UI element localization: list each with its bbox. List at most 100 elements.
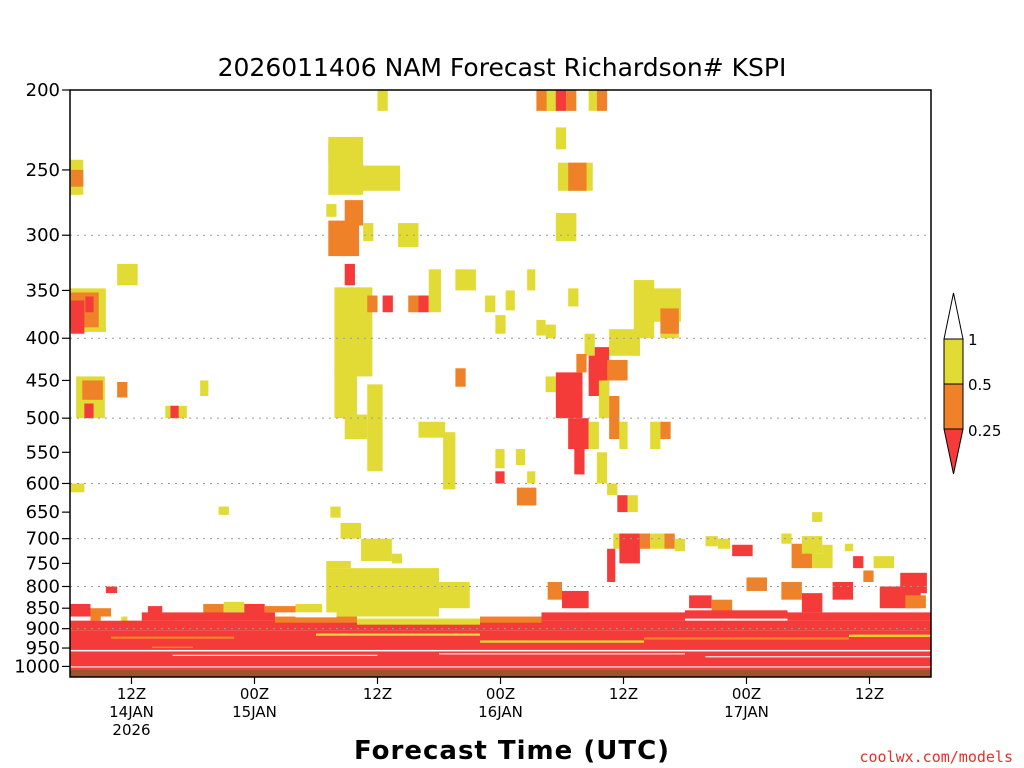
ri-cell-yellow — [650, 533, 665, 549]
ri-gap — [439, 653, 685, 655]
ri-cell-yellow — [316, 633, 480, 636]
ri-cell-red — [541, 612, 685, 621]
ri-cell-orange — [863, 570, 874, 582]
ri-cell-red — [607, 548, 616, 582]
ri-cell-red — [588, 362, 608, 381]
y-tick-label: 950 — [26, 638, 60, 659]
ri-cell-yellow — [607, 483, 618, 496]
ri-cell-yellow — [650, 421, 661, 450]
x-tick-label: 00Z — [486, 685, 515, 703]
ri-cell-orange — [408, 295, 419, 313]
ri-gap — [70, 649, 931, 652]
ri-cell-orange — [905, 595, 926, 609]
ri-cell-yellow — [326, 568, 439, 617]
ri-gap — [70, 666, 931, 668]
ri-cell-yellow — [515, 449, 526, 466]
ri-cell-red — [574, 449, 585, 475]
y-tick-label: 250 — [26, 160, 60, 181]
ri-cell-orange — [576, 354, 587, 373]
ri-gap — [172, 654, 378, 656]
ri-cell-red — [801, 593, 823, 613]
y-tick-label: 550 — [26, 442, 60, 463]
ri-cell-yellow — [527, 269, 536, 291]
ri-cell-orange — [607, 359, 628, 381]
ri-cell-yellow — [545, 324, 556, 339]
ri-cell-orange — [566, 90, 577, 111]
ri-cell-yellow — [545, 376, 556, 393]
ri-cell-orange — [664, 533, 675, 549]
pressure-gridlines — [70, 234, 931, 630]
x-tick-label: 16JAN — [478, 703, 523, 721]
ri-cell-yellow — [822, 544, 833, 557]
legend-tick-label: 0.25 — [968, 422, 1001, 440]
ri-cell-red — [147, 606, 163, 617]
ri-cell-yellow — [629, 338, 640, 356]
y-tick-label: 1000 — [14, 656, 60, 677]
colorbar-legend: 1 0.5 0.25 — [943, 292, 1001, 475]
legend-arrow-bottom — [943, 428, 964, 475]
ri-cell-red — [105, 586, 118, 594]
ri-cell-orange — [111, 636, 234, 639]
ri-cell-red — [787, 612, 931, 621]
ri-cell-red — [418, 295, 429, 313]
x-tick-label: 12Z — [855, 685, 884, 703]
ri-cell-red — [732, 544, 753, 557]
ri-cell-orange — [328, 220, 360, 257]
ri-cell-yellow — [391, 553, 403, 564]
ri-cell-red — [689, 595, 712, 609]
credit-text: coolwx.com/models — [859, 748, 1013, 766]
ri-cell-orange — [455, 368, 466, 387]
ri-cell-yellow — [295, 603, 323, 613]
ri-cell-red — [84, 403, 94, 419]
ri-cell-orange — [480, 616, 542, 623]
ri-cell-yellow — [361, 538, 392, 561]
ri-cell-red — [562, 590, 589, 609]
ri-cell-orange — [644, 637, 849, 640]
ri-cell-yellow — [495, 315, 506, 334]
ri-cell-yellow — [334, 372, 357, 419]
chart-title: 2026011406 NAM Forecast Richardson# KSPI — [218, 53, 787, 82]
y-tick-label: 350 — [26, 280, 60, 301]
ri-cell-orange — [264, 606, 296, 613]
ri-cell-yellow — [584, 333, 595, 356]
ri-gap — [295, 612, 337, 618]
ri-cell-orange — [275, 616, 357, 623]
ri-cell-red — [85, 296, 94, 313]
ri-cell-orange — [660, 421, 671, 440]
ri-cell-red — [853, 556, 864, 569]
x-tick-label: 15JAN — [232, 703, 277, 721]
ri-cell-orange — [568, 162, 587, 191]
x-tick-label: 14JAN — [109, 703, 154, 721]
y-tick-label: 450 — [26, 370, 60, 391]
ri-cell-orange — [367, 295, 378, 313]
ri-cell-yellow — [674, 538, 685, 552]
ri-cell-yellow — [455, 269, 476, 291]
ri-cell-red — [685, 610, 788, 619]
ri-cell-yellow — [801, 536, 823, 554]
ri-cell-orange — [660, 308, 679, 334]
ri-cell-yellow — [200, 380, 209, 397]
ri-cell-orange — [596, 90, 608, 111]
below-ground-band — [70, 669, 931, 677]
ri-cell-yellow — [326, 204, 337, 217]
y-tick-label: 600 — [26, 473, 60, 494]
legend-tick-label: 0.5 — [968, 376, 992, 394]
ri-cell-red — [619, 533, 640, 564]
y-axis-ticks: 200 250 300 350 400 450 500 550 600 650 700 7508008… — [14, 80, 70, 677]
x-axis-label: Forecast Time (UTC) — [354, 736, 670, 766]
ri-cell-orange — [547, 581, 562, 600]
ri-gap — [100, 616, 122, 621]
ri-cell-yellow — [418, 421, 446, 438]
y-tick-label: 750 — [26, 553, 60, 574]
ri-cell-orange — [746, 577, 767, 591]
legend-swatch-orange — [943, 383, 964, 430]
ri-cell-yellow — [505, 290, 515, 311]
heatmap-cells — [70, 90, 931, 677]
ri-cell-yellow — [717, 538, 731, 549]
ri-cell-orange — [71, 169, 84, 187]
y-tick-label: 400 — [26, 328, 60, 349]
ri-cell-orange — [516, 487, 537, 506]
x-tick-label: 12Z — [117, 685, 146, 703]
